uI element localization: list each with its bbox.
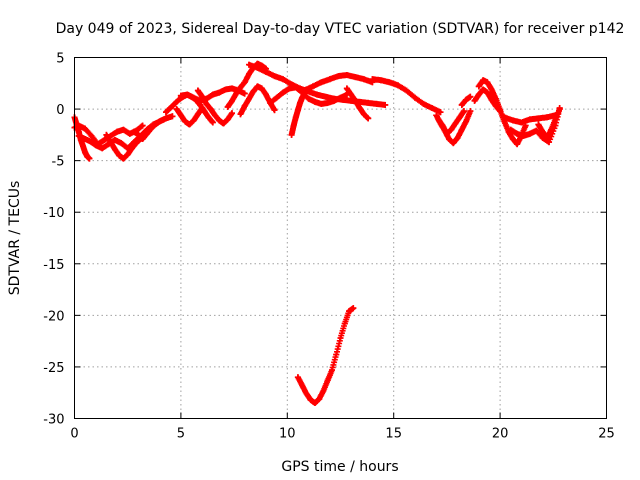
- y-tick-label: 5: [56, 52, 64, 67]
- data-point-trail: [103, 131, 144, 162]
- y-axis-label: SDTVAR / TECUs: [7, 181, 23, 296]
- series-arc-8: [173, 105, 206, 128]
- data-point-trail: [501, 112, 559, 126]
- y-tick-label: -30: [43, 413, 64, 428]
- x-tick-label: 10: [279, 427, 296, 442]
- x-tick-label: 0: [70, 427, 78, 442]
- x-tick-label: 15: [385, 427, 402, 442]
- chart-title: Day 049 of 2023, Sidereal Day-to-day VTE…: [56, 21, 625, 37]
- y-tick-label: -20: [43, 309, 64, 324]
- series-arc-20: [458, 93, 474, 108]
- y-tick-label: -10: [43, 206, 64, 221]
- series-arc-13: [267, 84, 350, 107]
- series-arc-9: [194, 87, 235, 127]
- data-point-trail: [471, 86, 504, 115]
- data-point-trail: [131, 116, 167, 142]
- data-points: [71, 60, 563, 407]
- series-arc-23: [501, 112, 559, 126]
- data-point-trail: [458, 93, 474, 108]
- data-point-trail: [369, 76, 444, 116]
- data-point-trail: [173, 105, 206, 128]
- series-arc-24: [507, 105, 563, 146]
- y-tick-label: -15: [43, 258, 64, 273]
- y-tick-label: -25: [43, 361, 64, 376]
- series-arc-26: [294, 305, 357, 407]
- series-arc-17: [369, 76, 444, 116]
- data-point-trail: [294, 305, 357, 406]
- series-arc-4: [103, 131, 144, 162]
- series-arc-19: [435, 108, 467, 137]
- axis-ticks: 0 5 10 15 20 25 5 0 -5 -10 -15 -20 -25 -30: [43, 52, 615, 442]
- data-point-trail: [301, 72, 376, 94]
- x-tick-label: 5: [177, 427, 185, 442]
- series-arc-22: [471, 86, 504, 115]
- plot-frame: [74, 57, 607, 419]
- y-tick-label: -5: [52, 155, 65, 170]
- y-tick-label: 0: [56, 103, 64, 118]
- data-point-trail: [343, 85, 372, 122]
- series-arc-15: [301, 72, 376, 94]
- series-arc-16: [343, 85, 372, 122]
- grid: [74, 57, 607, 419]
- series-arc-14: [288, 86, 310, 138]
- series-arc-25: [535, 106, 563, 141]
- x-tick-label: 25: [598, 427, 615, 442]
- x-tick-label: 20: [492, 427, 509, 442]
- data-point-trail: [288, 86, 310, 138]
- x-axis-label: GPS time / hours: [281, 459, 398, 475]
- data-point-trail: [435, 108, 467, 137]
- series-arc-5: [131, 116, 167, 142]
- data-point-trail: [535, 106, 563, 141]
- data-point-trail: [194, 87, 235, 127]
